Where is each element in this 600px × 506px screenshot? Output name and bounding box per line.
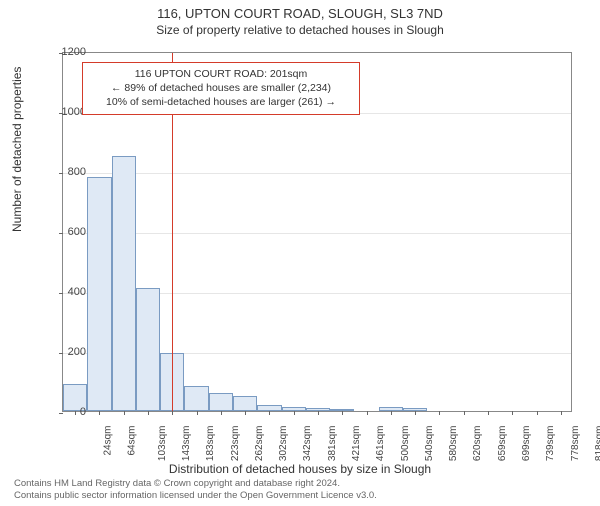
histogram-bar [87, 177, 111, 411]
ytick-label: 800 [68, 166, 86, 178]
xtick-mark [415, 411, 416, 415]
xtick-label: 24sqm [103, 426, 114, 456]
xtick-mark [294, 411, 295, 415]
xtick-mark [124, 411, 125, 415]
histogram-bar [209, 393, 233, 411]
xtick-mark [221, 411, 222, 415]
annotation-line: ← 89% of detached houses are smaller (2,… [89, 81, 353, 95]
histogram-bar [184, 386, 208, 412]
x-axis-label: Distribution of detached houses by size … [0, 462, 600, 476]
xtick-mark [245, 411, 246, 415]
y-axis-label: Number of detached properties [10, 67, 24, 232]
xtick-label: 262sqm [254, 426, 265, 462]
xtick-label: 64sqm [127, 426, 138, 456]
ytick-mark [59, 413, 63, 414]
page-subtitle: Size of property relative to detached ho… [0, 23, 600, 37]
xtick-mark [512, 411, 513, 415]
xtick-label: 778sqm [570, 426, 581, 462]
ytick-mark [59, 233, 63, 234]
xtick-mark [537, 411, 538, 415]
xtick-label: 620sqm [473, 426, 484, 462]
xtick-label: 659sqm [497, 426, 508, 462]
xtick-mark [197, 411, 198, 415]
xtick-mark [148, 411, 149, 415]
xtick-label: 223sqm [230, 426, 241, 462]
xtick-label: 461sqm [375, 426, 386, 462]
footer-attribution: Contains HM Land Registry data © Crown c… [14, 478, 377, 502]
xtick-label: 699sqm [521, 426, 532, 462]
xtick-label: 580sqm [448, 426, 459, 462]
annotation-line: 116 UPTON COURT ROAD: 201sqm [89, 67, 353, 81]
xtick-mark [172, 411, 173, 415]
xtick-mark [75, 411, 76, 415]
ytick-label: 400 [68, 286, 86, 298]
ytick-mark [59, 173, 63, 174]
footer-line-1: Contains HM Land Registry data © Crown c… [14, 478, 377, 490]
xtick-mark [318, 411, 319, 415]
xtick-mark [99, 411, 100, 415]
xtick-mark [342, 411, 343, 415]
xtick-label: 183sqm [205, 426, 216, 462]
xtick-label: 421sqm [351, 426, 362, 462]
xtick-mark [561, 411, 562, 415]
xtick-label: 143sqm [181, 426, 192, 462]
ytick-mark [59, 293, 63, 294]
ytick-label: 600 [68, 226, 86, 238]
xtick-label: 500sqm [400, 426, 411, 462]
ytick-label: 1200 [62, 46, 86, 58]
histogram-bar [136, 288, 160, 411]
histogram-bar [112, 156, 136, 411]
xtick-mark [488, 411, 489, 415]
xtick-label: 381sqm [327, 426, 338, 462]
gridline [63, 233, 571, 234]
annotation-line: 10% of semi-detached houses are larger (… [89, 95, 353, 109]
xtick-label: 540sqm [424, 426, 435, 462]
xtick-mark [464, 411, 465, 415]
xtick-mark [367, 411, 368, 415]
ytick-mark [59, 353, 63, 354]
histogram-bar [233, 396, 257, 411]
annotation-box: 116 UPTON COURT ROAD: 201sqm← 89% of det… [82, 62, 360, 115]
ytick-label: 200 [68, 346, 86, 358]
xtick-label: 302sqm [278, 426, 289, 462]
xtick-label: 739sqm [545, 426, 556, 462]
xtick-label: 103sqm [157, 426, 168, 462]
page-title: 116, UPTON COURT ROAD, SLOUGH, SL3 7ND [0, 6, 600, 21]
xtick-mark [439, 411, 440, 415]
xtick-mark [391, 411, 392, 415]
xtick-label: 342sqm [303, 426, 314, 462]
xtick-mark [269, 411, 270, 415]
footer-line-2: Contains public sector information licen… [14, 490, 377, 502]
gridline [63, 173, 571, 174]
xtick-label: 818sqm [594, 426, 600, 462]
ytick-label: 0 [80, 406, 86, 418]
